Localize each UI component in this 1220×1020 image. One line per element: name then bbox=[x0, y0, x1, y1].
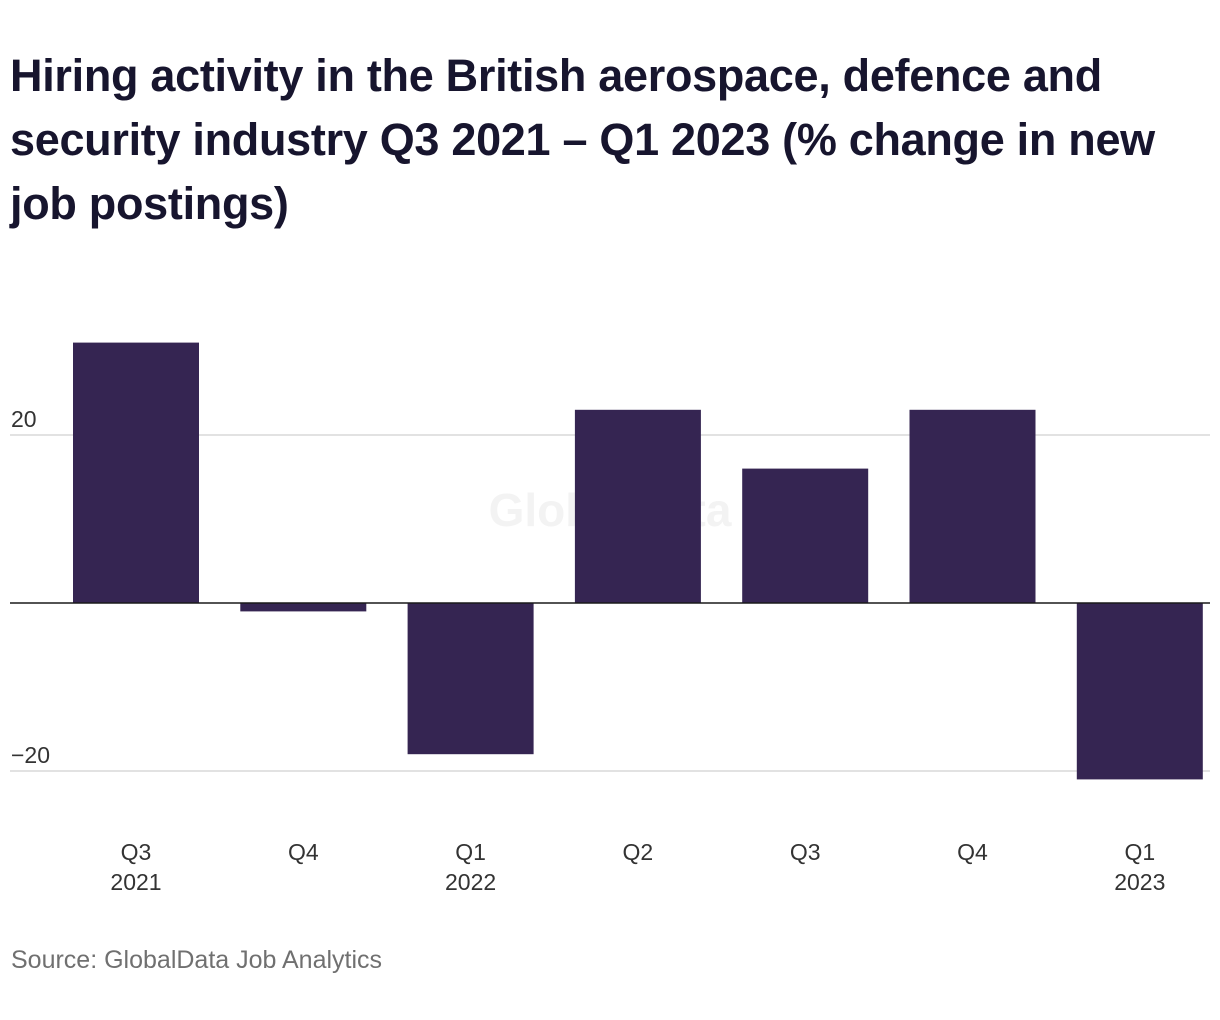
label-layer: Q3 2021 Q4 Q1 2022 Q2 Q3 Q4 Q1 2023 bbox=[110, 839, 1165, 895]
x-tick-label: Q3 bbox=[790, 839, 821, 865]
x-tick-year-label: 2022 bbox=[445, 869, 496, 895]
source-note: Source: GlobalData Job Analytics bbox=[11, 946, 383, 974]
y-tick-label: −20 bbox=[11, 742, 50, 768]
x-tick-label: Q2 bbox=[623, 839, 654, 865]
bar bbox=[1076, 603, 1203, 780]
x-tick-label: Q4 bbox=[288, 839, 319, 865]
chart-title: Hiring activity in the British aerospace… bbox=[10, 50, 1155, 229]
x-tick-label: Q3 bbox=[121, 839, 152, 865]
x-tick-year-label: 2021 bbox=[110, 869, 161, 895]
bar-layer bbox=[73, 342, 1203, 780]
bar bbox=[407, 603, 534, 755]
bar bbox=[73, 342, 199, 603]
bar bbox=[574, 409, 701, 603]
x-tick-year-label: 2023 bbox=[1114, 869, 1165, 895]
bar bbox=[240, 603, 367, 612]
x-tick-label: Q1 bbox=[1124, 839, 1155, 865]
x-tick-label: Q1 bbox=[455, 839, 486, 865]
bar bbox=[909, 409, 1036, 603]
y-tick-label: 20 bbox=[11, 406, 37, 432]
x-tick-label: Q4 bbox=[957, 839, 988, 865]
bar bbox=[742, 468, 869, 603]
